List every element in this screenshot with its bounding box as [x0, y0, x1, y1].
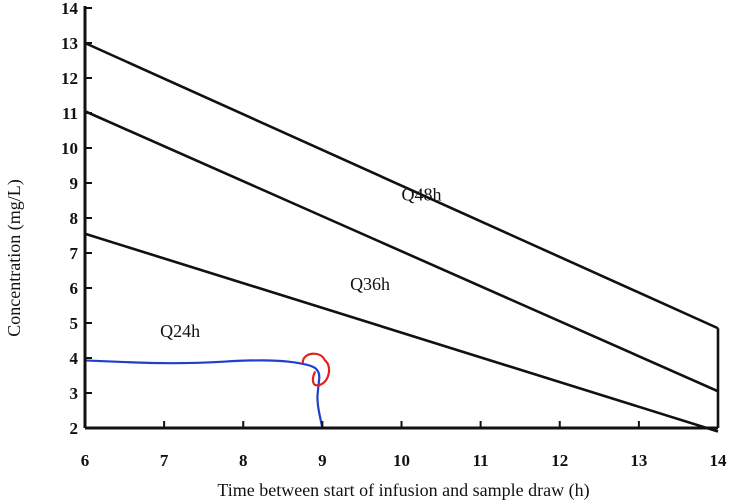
y-tick-label-6: 6	[70, 279, 79, 298]
y-tick-label-12: 12	[61, 69, 78, 88]
y-tick-label-10: 10	[61, 139, 78, 158]
series-line-2	[84, 110, 719, 393]
region-label-q48h: Q48h	[402, 185, 442, 205]
y-tick-label-7: 7	[70, 244, 79, 263]
region-label-q24h: Q24h	[160, 321, 200, 341]
y-axis-title: Concentration (mg/L)	[4, 179, 25, 336]
x-tick-label-11: 11	[473, 451, 489, 470]
x-tick-label-14: 14	[710, 451, 728, 470]
y-tick-label-8: 8	[70, 209, 79, 228]
x-tick-label-8: 8	[239, 451, 248, 470]
series-line-3	[84, 232, 719, 433]
series-line-1	[84, 41, 719, 330]
x-axis-title: Time between start of infusion and sampl…	[217, 480, 589, 501]
y-tick-label-4: 4	[70, 349, 79, 368]
y-tick-label-2: 2	[70, 419, 79, 438]
x-tick-label-10: 10	[393, 451, 410, 470]
x-tick-label-13: 13	[630, 451, 647, 470]
y-tick-label-3: 3	[70, 384, 79, 403]
x-tick-label-9: 9	[318, 451, 327, 470]
y-tick-label-5: 5	[70, 314, 79, 333]
y-tick-label-11: 11	[62, 104, 78, 123]
y-tick-label-9: 9	[70, 174, 79, 193]
x-tick-label-6: 6	[81, 451, 90, 470]
x-tick-label-12: 12	[551, 451, 568, 470]
y-tick-label-14: 14	[61, 0, 79, 18]
y-tick-label-13: 13	[61, 34, 78, 53]
blue-pen-annotation	[83, 359, 324, 430]
x-tick-label-7: 7	[160, 451, 169, 470]
region-label-q36h: Q36h	[350, 274, 390, 294]
red-pen-circle-annotation	[301, 352, 331, 387]
